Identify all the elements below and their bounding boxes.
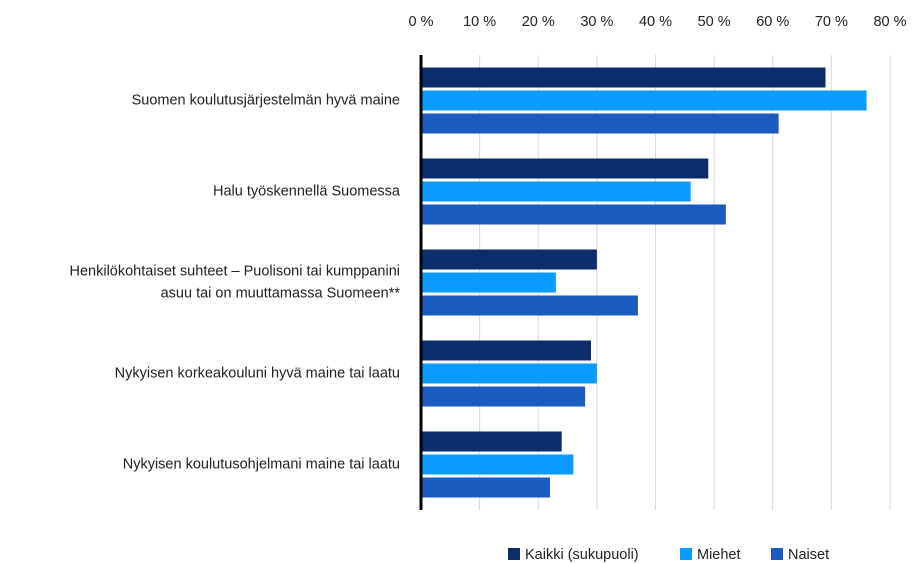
bar [421,477,550,498]
bar [421,204,726,225]
y-tick-label: Nykyisen koulutusohjelmani maine tai laa… [123,456,400,472]
bar [421,90,867,111]
x-tick-label: 80 % [873,14,906,30]
x-tick-label: 60 % [756,14,789,30]
x-tick-label: 30 % [580,14,613,30]
bar [421,340,592,361]
legend-label: Miehet [697,547,741,563]
bar [421,363,597,384]
bar [421,431,562,452]
bar [421,272,556,293]
x-tick-label: 10 % [463,14,496,30]
bar [421,158,709,179]
y-tick-label: Henkilökohtaiset suhteet – Puolisoni tai… [70,263,401,301]
x-tick-label: 0 % [409,14,434,30]
bar [421,249,597,270]
y-tick-label: Nykyisen korkeakouluni hyvä maine tai la… [115,365,400,381]
legend-label: Naiset [788,547,829,563]
x-tick-label: 50 % [698,14,731,30]
bar [421,454,574,475]
x-tick-label: 70 % [815,14,848,30]
bar [421,181,691,202]
legend-label: Kaikki (sukupuoli) [525,547,639,563]
bar [421,67,826,88]
y-tick-label: Suomen koulutusjärjestelmän hyvä maine [132,92,400,108]
legend-swatch [771,548,783,560]
bar [421,386,586,407]
legend-swatch [680,548,692,560]
legend-swatch [508,548,520,560]
x-tick-label: 20 % [522,14,555,30]
bar [421,295,638,316]
y-tick-label: Halu työskennellä Suomessa [213,183,401,199]
x-tick-label: 40 % [639,14,672,30]
bar [421,113,779,134]
